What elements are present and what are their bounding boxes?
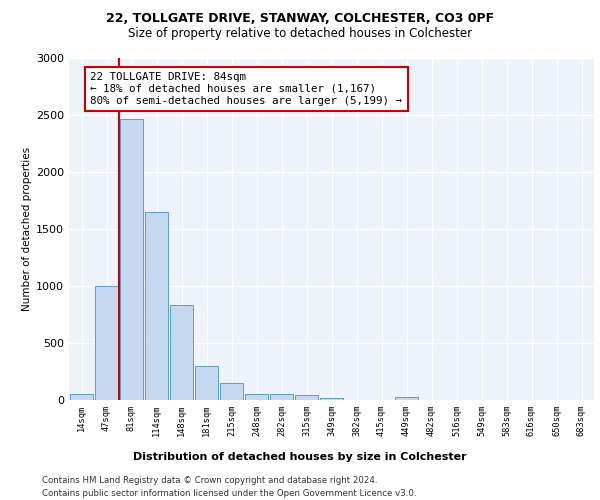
Bar: [95, 286, 118, 400]
Bar: [295, 396, 319, 400]
Text: Distribution of detached houses by size in Colchester: Distribution of detached houses by size …: [133, 452, 467, 462]
Text: Contains HM Land Registry data © Crown copyright and database right 2024.: Contains HM Land Registry data © Crown c…: [42, 476, 377, 485]
Y-axis label: Number of detached properties: Number of detached properties: [22, 146, 32, 311]
Bar: [320, 398, 343, 400]
Text: 22 TOLLGATE DRIVE: 84sqm
← 18% of detached houses are smaller (1,167)
80% of sem: 22 TOLLGATE DRIVE: 84sqm ← 18% of detach…: [90, 72, 402, 106]
Text: Contains public sector information licensed under the Open Government Licence v3: Contains public sector information licen…: [42, 489, 416, 498]
Bar: [269, 394, 293, 400]
Bar: [194, 366, 218, 400]
Bar: [245, 394, 268, 400]
Text: Size of property relative to detached houses in Colchester: Size of property relative to detached ho…: [128, 28, 472, 40]
Bar: [119, 119, 143, 400]
Bar: [145, 212, 169, 400]
Bar: [170, 305, 193, 400]
Text: 22, TOLLGATE DRIVE, STANWAY, COLCHESTER, CO3 0PF: 22, TOLLGATE DRIVE, STANWAY, COLCHESTER,…: [106, 12, 494, 26]
Bar: [395, 396, 418, 400]
Bar: [220, 383, 244, 400]
Bar: [70, 394, 94, 400]
